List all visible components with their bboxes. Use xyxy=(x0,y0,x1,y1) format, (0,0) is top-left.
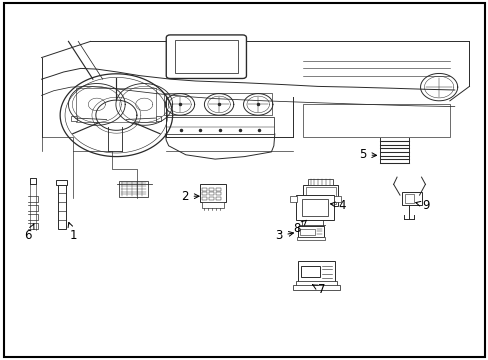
Bar xyxy=(215,188,220,191)
Bar xyxy=(202,192,206,195)
Bar xyxy=(289,196,296,202)
Text: 2: 2 xyxy=(181,190,199,203)
Bar xyxy=(401,192,422,205)
Bar xyxy=(202,202,224,208)
Bar xyxy=(300,229,314,235)
Bar xyxy=(303,104,449,137)
Text: 7: 7 xyxy=(312,283,325,296)
Bar xyxy=(215,197,220,200)
Bar xyxy=(175,40,237,73)
Bar xyxy=(303,185,338,206)
Bar xyxy=(71,116,77,121)
Text: 6: 6 xyxy=(24,224,34,242)
FancyBboxPatch shape xyxy=(166,35,246,78)
Bar xyxy=(208,192,213,195)
Bar xyxy=(295,195,333,220)
Text: 3: 3 xyxy=(274,229,293,242)
Bar xyxy=(215,192,220,195)
Bar xyxy=(293,285,339,290)
Bar xyxy=(297,237,324,240)
Bar xyxy=(298,261,334,282)
Bar xyxy=(305,187,335,204)
Bar xyxy=(404,194,413,203)
Bar xyxy=(56,180,67,185)
Text: 8: 8 xyxy=(293,220,305,235)
Bar xyxy=(208,197,213,200)
Text: 4: 4 xyxy=(330,199,346,212)
Bar xyxy=(199,184,226,202)
Bar xyxy=(208,188,213,191)
Text: 5: 5 xyxy=(358,148,376,161)
Text: 9: 9 xyxy=(415,199,429,212)
Bar xyxy=(202,188,206,191)
Bar xyxy=(301,199,327,216)
Bar xyxy=(202,197,206,200)
Bar xyxy=(163,93,272,115)
Bar xyxy=(295,281,337,286)
Bar xyxy=(333,196,340,202)
Bar xyxy=(301,266,319,277)
Bar xyxy=(166,117,273,134)
Bar xyxy=(155,116,161,121)
Bar xyxy=(307,179,333,185)
Text: 1: 1 xyxy=(68,222,77,242)
Bar xyxy=(58,185,65,229)
Bar xyxy=(76,88,156,122)
Bar xyxy=(298,226,323,237)
Bar xyxy=(119,181,147,197)
